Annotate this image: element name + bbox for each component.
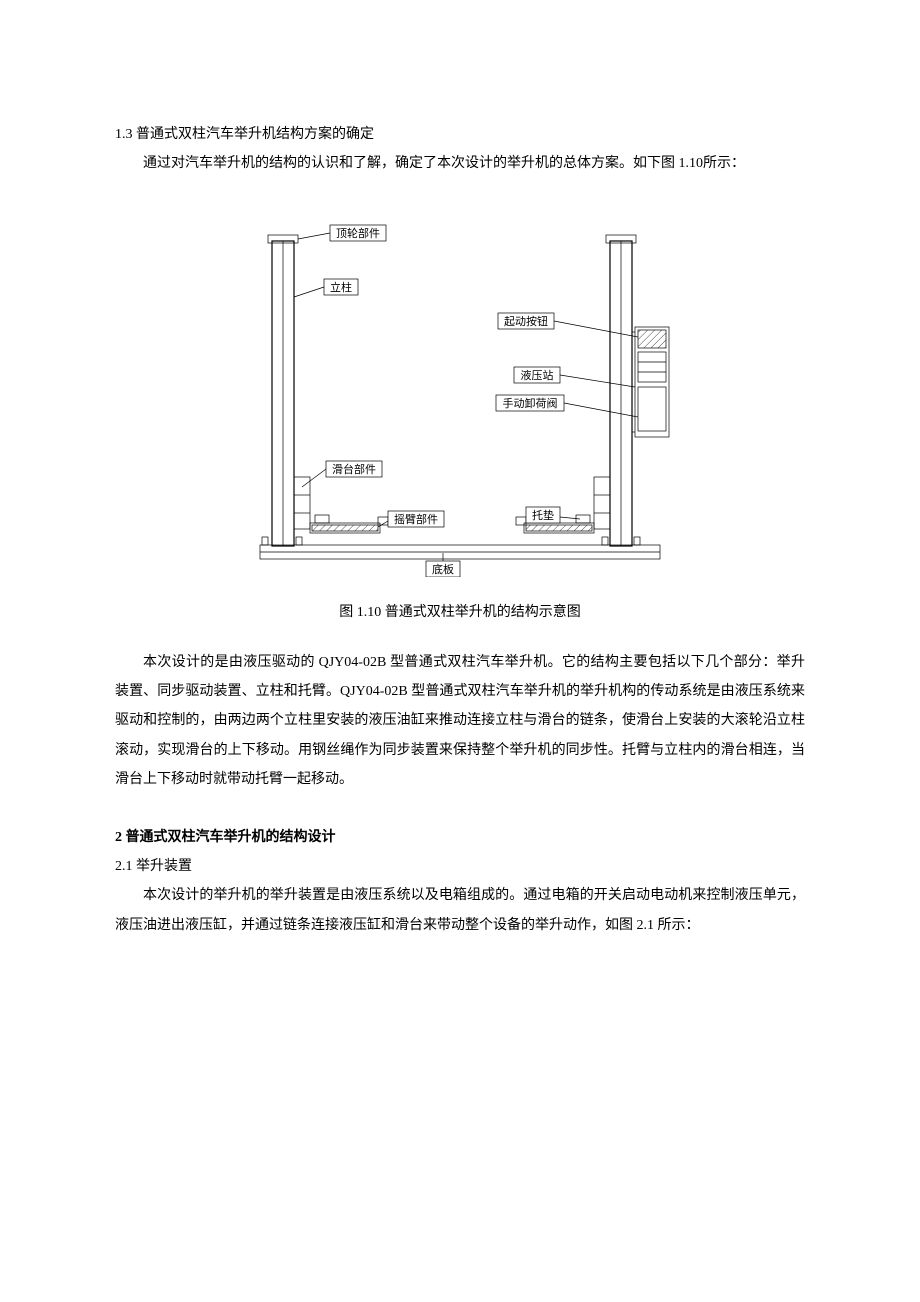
label-arm: 摇臂部件 bbox=[394, 512, 438, 526]
figure-1-10: 顶轮部件 立柱 起动按钮 液压站 手动卸荷阀 滑台部件 摇臂部件 bbox=[115, 217, 805, 588]
section-2-1-para: 本次设计的举升机的举升装置是由液压系统以及电箱组成的。通过电箱的开关启动电动机来… bbox=[115, 881, 805, 940]
section-2-heading: 2 普通式双柱汽车举升机的结构设计 bbox=[115, 823, 805, 852]
label-pad: 托垫 bbox=[532, 508, 554, 522]
label-base: 底板 bbox=[432, 562, 454, 576]
label-slide: 滑台部件 bbox=[332, 462, 376, 476]
section-1-3-body-para: 本次设计的是由液压驱动的 QJY04-02B 型普通式双柱汽车举升机。它的结构主… bbox=[115, 648, 805, 795]
figure-1-10-caption: 图 1.10 普通式双柱举升机的结构示意图 bbox=[115, 598, 805, 627]
label-start-button: 起动按钮 bbox=[504, 314, 548, 328]
label-manual-valve: 手动卸荷阀 bbox=[503, 396, 558, 410]
label-column: 立柱 bbox=[330, 280, 352, 294]
section-1-3-heading: 1.3 普通式双柱汽车举升机结构方案的确定 bbox=[115, 120, 805, 149]
lift-diagram-svg: 顶轮部件 立柱 起动按钮 液压站 手动卸荷阀 滑台部件 摇臂部件 bbox=[230, 217, 690, 577]
section-2-1-heading: 2.1 举升装置 bbox=[115, 852, 805, 881]
section-1-3-intro-para: 通过对汽车举升机的结构的认识和了解，确定了本次设计的举升机的总体方案。如下图 1… bbox=[115, 149, 805, 178]
label-top-wheel: 顶轮部件 bbox=[336, 226, 380, 240]
label-hydraulic: 液压站 bbox=[521, 368, 554, 382]
